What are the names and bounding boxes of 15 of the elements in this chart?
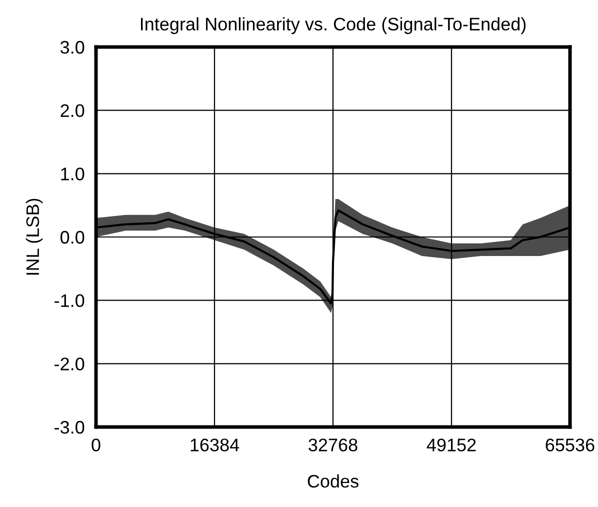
x-tick-label: 32768 [308,438,358,452]
y-tick-label: -3.0 [54,420,84,434]
y-tick-label: 3.0 [60,40,84,54]
y-tick-label: 0.0 [60,230,84,244]
y-tick-label: 1.0 [61,168,84,180]
x-tick-label: 0 [92,438,100,452]
x-tick-label: 65536 [546,438,594,452]
y-tick-label: -2.0 [54,358,84,370]
y-tick-label: -1.0 [54,294,84,308]
x-tick-label: 49152 [426,438,476,452]
chart-title: Integral Nonlinearity vs. Code (Signal-To-Ended) [140,17,526,34]
y-axis-title: INL (LSB) [26,198,43,275]
x-tick-label: 16384 [190,438,240,452]
y-tick-label: 2.0 [60,104,84,118]
x-axis-title: Codes [308,474,358,488]
